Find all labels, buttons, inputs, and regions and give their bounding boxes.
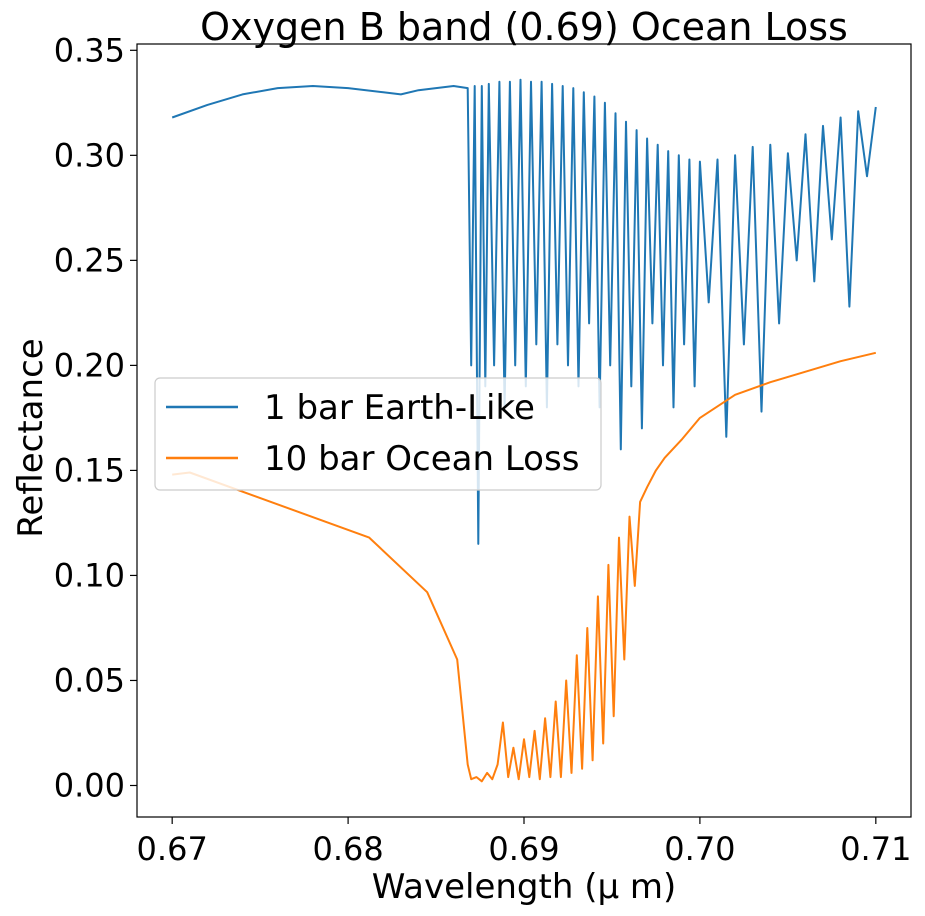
- legend-label-ocean-loss: 10 bar Ocean Loss: [264, 439, 579, 479]
- x-tick-label: 0.69: [488, 830, 559, 868]
- y-tick-label: 0.35: [54, 31, 125, 69]
- x-axis: 0.67 0.68 0.69 0.70 0.71: [137, 817, 911, 868]
- y-tick-label: 0.20: [54, 346, 125, 384]
- y-tick-label: 0.15: [54, 451, 125, 489]
- y-tick-label: 0.25: [54, 241, 125, 279]
- legend: 1 bar Earth-Like 10 bar Ocean Loss: [154, 377, 602, 491]
- y-axis-label: Reflectance: [11, 338, 51, 537]
- x-tick-label: 0.70: [664, 830, 735, 868]
- x-tick-label: 0.71: [840, 830, 911, 868]
- legend-label-earth-like: 1 bar Earth-Like: [264, 388, 535, 428]
- series-line-0: [171, 78, 877, 545]
- y-tick-label: 0.10: [54, 556, 125, 594]
- y-tick-label: 0.05: [54, 661, 125, 699]
- plot-lines: [171, 78, 877, 783]
- chart-title: Oxygen B band (0.69) Ocean Loss: [200, 5, 848, 49]
- legend-box: [154, 377, 602, 491]
- x-tick-label: 0.68: [312, 830, 383, 868]
- x-axis-label: Wavelength (μ m): [372, 867, 677, 907]
- series-line-1: [172, 351, 877, 783]
- y-tick-label: 0.00: [54, 766, 125, 804]
- y-tick-label: 0.30: [54, 136, 125, 174]
- x-tick-label: 0.67: [137, 830, 208, 868]
- y-axis: 0.00 0.05 0.10 0.15 0.20 0.25 0.30 0.35: [54, 31, 137, 804]
